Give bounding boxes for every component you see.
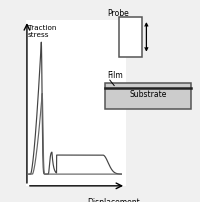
Text: Displacement: Displacement [88, 198, 140, 202]
Bar [105, 83, 191, 109]
Bar [119, 17, 142, 57]
Text: Traction
stress: Traction stress [28, 25, 56, 38]
Text: Probe: Probe [107, 9, 129, 18]
Text: Substrate: Substrate [129, 90, 167, 99]
Text: Film: Film [107, 71, 123, 80]
